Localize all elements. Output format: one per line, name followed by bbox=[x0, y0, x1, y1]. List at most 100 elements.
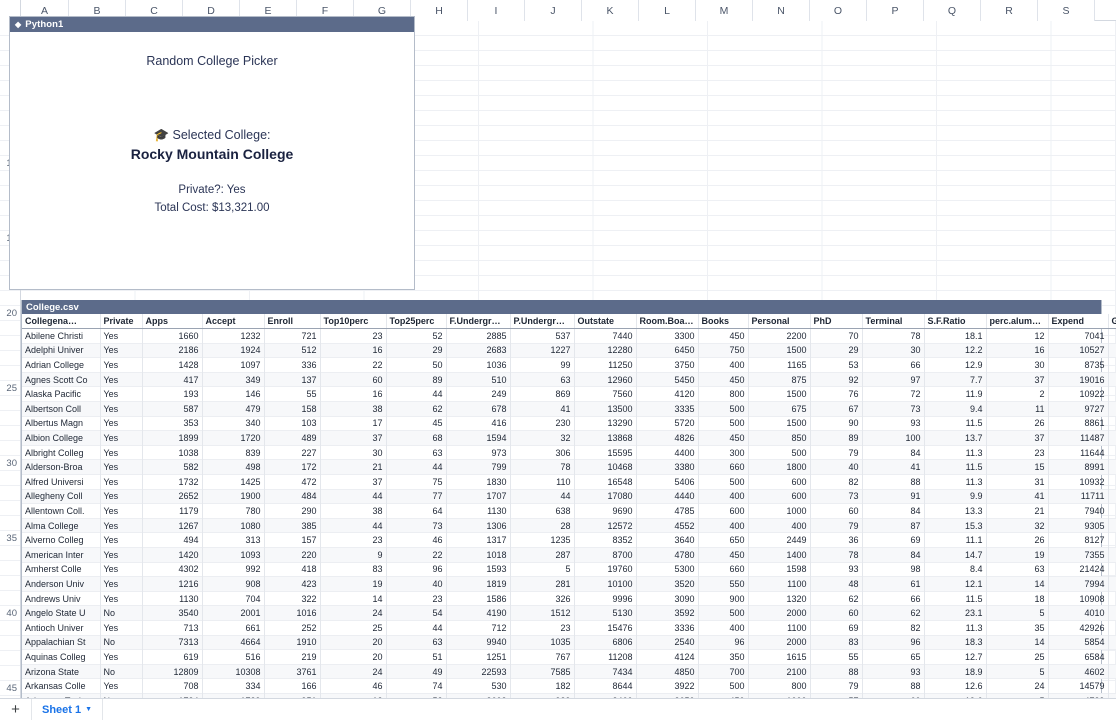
table-cell[interactable]: 350 bbox=[698, 649, 749, 665]
table-cell[interactable]: 660 bbox=[698, 562, 749, 577]
table-cell[interactable]: 4010 bbox=[1048, 605, 1109, 621]
table-cell[interactable]: 12280 bbox=[574, 343, 637, 358]
table-cell[interactable]: 19760 bbox=[574, 562, 637, 577]
table-cell[interactable]: 3592 bbox=[636, 605, 699, 621]
table-cell[interactable]: 11.3 bbox=[924, 445, 987, 460]
table-cell[interactable]: 42926 bbox=[1048, 620, 1109, 636]
table-cell[interactable]: 1018 bbox=[446, 547, 511, 563]
table-cell[interactable]: 24 bbox=[320, 664, 387, 679]
table-cell[interactable]: 66 bbox=[862, 591, 925, 606]
table-cell[interactable]: 8700 bbox=[574, 547, 637, 563]
column-header-k[interactable]: K bbox=[582, 0, 639, 21]
row-number-39[interactable] bbox=[0, 591, 20, 606]
table-row[interactable]: Aquinas Colleg Yes 619 516 219 20 51 1251 767 112… bbox=[22, 649, 1116, 665]
table-cell[interactable]: 55 bbox=[264, 386, 321, 402]
table-cell[interactable]: 72 bbox=[862, 386, 925, 402]
table-cell[interactable]: 12.2 bbox=[924, 343, 987, 358]
row-number-44[interactable] bbox=[0, 666, 20, 681]
table-cell[interactable]: Yes bbox=[100, 343, 143, 358]
table-cell[interactable]: 660 bbox=[698, 459, 749, 475]
table-cell[interactable]: 4664 bbox=[202, 635, 265, 650]
table-cell[interactable]: 704 bbox=[202, 591, 265, 606]
table-cell[interactable]: 2000 bbox=[748, 635, 811, 650]
table-cell[interactable]: 334 bbox=[202, 678, 265, 694]
python-output-panel[interactable]: ◆ Python1 Random College Picker 🎓 Select… bbox=[9, 16, 415, 290]
table-cell[interactable]: 12.7 bbox=[924, 649, 987, 665]
table-cell[interactable]: 3090 bbox=[636, 591, 699, 606]
table-cell[interactable]: 5 bbox=[986, 664, 1049, 679]
table-cell[interactable]: Allentown Coll. bbox=[22, 503, 101, 519]
row-number-25[interactable]: 25 bbox=[0, 381, 20, 396]
table-cell[interactable]: Yes bbox=[100, 532, 143, 548]
table-cell[interactable]: 530 bbox=[446, 678, 511, 694]
table-cell[interactable]: Yes bbox=[100, 576, 143, 592]
table-cell[interactable]: 55 bbox=[1108, 532, 1116, 548]
table-cell[interactable]: 6450 bbox=[636, 343, 699, 358]
table-cell[interactable]: 1660 bbox=[142, 328, 203, 344]
row-number-36[interactable] bbox=[0, 546, 20, 561]
table-cell[interactable]: 1598 bbox=[748, 562, 811, 577]
table-cell[interactable]: 712 bbox=[446, 620, 511, 636]
table-cell[interactable]: 50 bbox=[386, 357, 447, 373]
table-cell[interactable]: 700 bbox=[698, 664, 749, 679]
table-cell[interactable]: 24 bbox=[320, 605, 387, 621]
table-body[interactable]: Abilene Christi Yes 1660 1232 721 23 52 2885 537… bbox=[22, 328, 1116, 720]
table-cell[interactable]: 29 bbox=[810, 343, 863, 358]
table-cell[interactable]: 13.3 bbox=[924, 503, 987, 519]
table-cell[interactable]: 87 bbox=[862, 518, 925, 533]
table-cell[interactable]: 23.1 bbox=[924, 605, 987, 621]
table-cell[interactable]: 70 bbox=[1108, 635, 1116, 650]
column-header-b[interactable]: B bbox=[69, 0, 126, 21]
table-cell[interactable]: 49 bbox=[386, 664, 447, 679]
table-cell[interactable]: 400 bbox=[698, 357, 749, 373]
row-number-28[interactable] bbox=[0, 426, 20, 441]
table-cell[interactable]: 9690 bbox=[574, 503, 637, 519]
table-cell[interactable]: 2186 bbox=[142, 343, 203, 358]
row-number-33[interactable] bbox=[0, 501, 20, 516]
table-cell[interactable]: 29 bbox=[386, 343, 447, 358]
table-cell[interactable]: 1035 bbox=[510, 635, 575, 650]
table-cell[interactable]: 800 bbox=[698, 386, 749, 402]
table-cell[interactable]: 973 bbox=[446, 445, 511, 460]
table-cell[interactable]: 28 bbox=[510, 518, 575, 533]
table-cell[interactable]: 37 bbox=[986, 430, 1049, 446]
table-cell[interactable]: 82 bbox=[810, 474, 863, 490]
table-cell[interactable]: 54 bbox=[386, 605, 447, 621]
table-cell[interactable]: 750 bbox=[698, 343, 749, 358]
table-cell[interactable]: 15 bbox=[986, 459, 1049, 475]
table-cell[interactable]: 14 bbox=[986, 635, 1049, 650]
table-cell[interactable]: 73 bbox=[1108, 474, 1116, 490]
table-cell[interactable]: 500 bbox=[698, 605, 749, 621]
table-cell[interactable]: 1819 bbox=[446, 576, 511, 592]
column-header-p[interactable]: P bbox=[867, 0, 924, 21]
table-cell[interactable]: 1216 bbox=[142, 576, 203, 592]
table-cell[interactable]: 219 bbox=[264, 649, 321, 665]
table-cell[interactable]: 7560 bbox=[574, 386, 637, 402]
table-cell[interactable]: 400 bbox=[698, 489, 749, 504]
table-cell[interactable]: 472 bbox=[264, 474, 321, 490]
table-cell[interactable]: Alverno Colleg bbox=[22, 532, 101, 548]
table-cell[interactable]: 713 bbox=[142, 620, 203, 636]
column-header-i[interactable]: I bbox=[468, 0, 525, 21]
table-cell[interactable]: 650 bbox=[698, 532, 749, 548]
table-cell[interactable]: Alma College bbox=[22, 518, 101, 533]
row-number-40[interactable]: 40 bbox=[0, 606, 20, 621]
table-cell[interactable]: 24 bbox=[986, 678, 1049, 694]
table-cell[interactable]: 3336 bbox=[636, 620, 699, 636]
table-cell[interactable]: 619 bbox=[142, 649, 203, 665]
table-cell[interactable]: 26 bbox=[986, 532, 1049, 548]
table-cell[interactable]: 21424 bbox=[1048, 562, 1109, 577]
table-cell[interactable]: 55 bbox=[1108, 401, 1116, 417]
table-cell[interactable]: 1165 bbox=[748, 357, 811, 373]
table-cell[interactable]: 83 bbox=[320, 562, 387, 577]
table-cell[interactable]: Yes bbox=[100, 357, 143, 373]
table-cell[interactable]: 166 bbox=[264, 678, 321, 694]
table-cell[interactable]: 73 bbox=[386, 518, 447, 533]
table-cell[interactable]: 708 bbox=[142, 678, 203, 694]
row-number-19[interactable] bbox=[0, 291, 20, 306]
table-cell[interactable]: 1924 bbox=[202, 343, 265, 358]
table-cell[interactable]: 66 bbox=[862, 357, 925, 373]
table-cell[interactable]: 48 bbox=[810, 576, 863, 592]
table-cell[interactable]: 479 bbox=[202, 401, 265, 417]
table-cell[interactable]: 68 bbox=[386, 430, 447, 446]
